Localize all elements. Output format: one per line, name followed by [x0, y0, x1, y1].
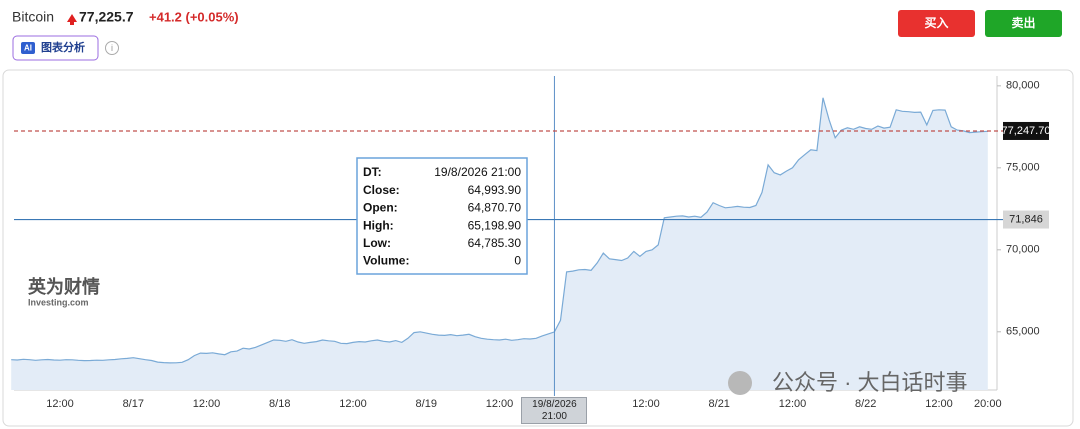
x-tick-label: 12:00: [486, 398, 514, 410]
buy-label: 买入: [924, 16, 948, 30]
y-tick-label: 65,000: [1006, 326, 1040, 338]
tooltip-value: 64,785.30: [468, 236, 522, 250]
reference-label-box: [1003, 121, 1049, 140]
x-tick-label: 8/22: [855, 398, 876, 410]
x-tick-label: 20:00: [974, 398, 1002, 410]
x-tick-label: 12:00: [925, 398, 953, 410]
tooltip-key: DT:: [363, 165, 382, 179]
tooltip-value: 19/8/2026 21:00: [434, 165, 521, 179]
line: [11, 97, 988, 364]
y-tick-label: 70,000: [1006, 244, 1040, 256]
y-tick-label: 75,000: [1006, 162, 1040, 174]
sell-button[interactable]: [985, 10, 1062, 37]
reference-label-box: [1003, 210, 1049, 229]
plot: 65,000 70,000 75,000 80,000 12:00 8/17 12:00 8/…: [11, 76, 1050, 410]
y-tick-label: 80,000: [1006, 80, 1040, 92]
wechat-icon: [728, 371, 752, 395]
tooltip-value: 65,198.90: [468, 218, 522, 232]
tooltip-key: Volume:: [363, 254, 409, 268]
up-arrow: [67, 14, 77, 25]
tooltip-key: High:: [363, 218, 394, 232]
reference-label: 71,846: [1009, 213, 1043, 225]
ai-button-label: 图表分析: [41, 40, 85, 54]
x-tick-label: 8/18: [269, 398, 290, 410]
x-tick-label: 12:00: [632, 398, 660, 410]
tooltip-box: [356, 157, 528, 275]
logo: 英为财情: [27, 276, 100, 297]
x-tick-label: 12:00: [779, 398, 807, 410]
tooltip-key: Open:: [363, 201, 398, 215]
chart-title: Bitcoin: [12, 9, 54, 25]
info-icon-i: i: [111, 43, 113, 53]
account-watermark: 公众号 · 大白话时事: [772, 370, 968, 395]
price-change: +41.2 (+0.05%): [149, 9, 239, 24]
logo-sub: Investing.com: [28, 297, 89, 307]
ai-button[interactable]: [12, 35, 99, 61]
tooltip-value: 64,870.70: [468, 201, 522, 215]
tooltip-key: Low:: [363, 236, 391, 250]
x-tick-label: 8/19: [416, 398, 437, 410]
ai-badge: [21, 42, 35, 54]
x-tick-label: 12:00: [339, 398, 367, 410]
buy-button[interactable]: [898, 10, 975, 37]
sell-label: 卖出: [1011, 15, 1035, 30]
x-tick-label: 12:00: [193, 398, 221, 410]
tooltip-value: 64,993.90: [468, 183, 522, 197]
x-tick-label: 8/21: [709, 398, 730, 410]
ai-badge-text: AI: [24, 44, 32, 53]
tooltip-value: 0: [514, 254, 521, 268]
reference-label: 77,247.70: [1002, 125, 1051, 137]
x-tick-label: 12:00: [46, 398, 74, 410]
area: [11, 97, 988, 391]
tooltip-key: Close:: [363, 183, 400, 197]
info-icon[interactable]: [105, 41, 119, 55]
crosshair-label: 19/8/2026 21:00: [521, 397, 588, 424]
x-tick-label: 8/17: [123, 398, 144, 410]
chart-frame: [2, 69, 1074, 427]
price: 77,225.7: [79, 9, 134, 25]
